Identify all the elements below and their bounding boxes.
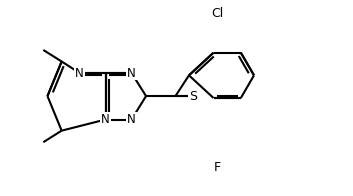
Text: N: N: [127, 66, 136, 80]
Text: N: N: [127, 113, 136, 126]
Text: N: N: [75, 66, 84, 80]
Text: S: S: [189, 90, 197, 103]
Text: N: N: [101, 113, 110, 126]
Text: F: F: [214, 161, 221, 174]
Text: Cl: Cl: [211, 7, 223, 20]
